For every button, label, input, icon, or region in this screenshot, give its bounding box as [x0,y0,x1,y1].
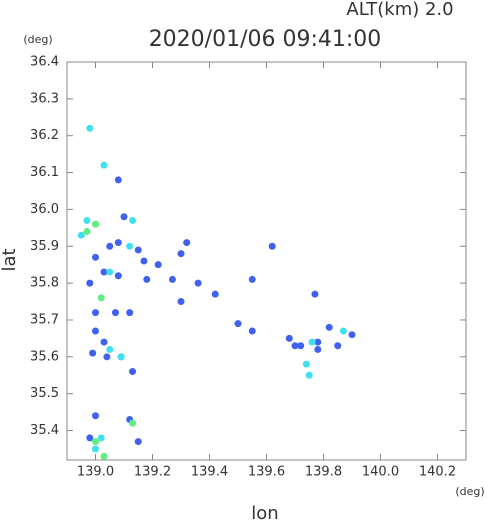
echo-point [334,342,342,350]
x-axis-label: lon [251,503,278,521]
echo-point [86,434,94,442]
y-tick-label: 36.1 [30,165,59,180]
echo-point [92,309,99,317]
echo-point [100,452,108,460]
echo-point [302,360,310,368]
y-tick-label: 36.4 [30,55,59,70]
echo-point [114,239,122,247]
echo-point [314,338,322,346]
x-tick-label: 139.0 [77,465,114,480]
y-tick-label: 35.5 [30,386,59,401]
echo-point [183,239,191,247]
echo-point [92,220,99,228]
echo-point [129,368,137,376]
echo-point [348,331,356,339]
plot-frame [66,61,467,461]
echo-point [285,334,293,342]
echo-point [248,275,256,283]
echo-point [111,309,119,317]
echo-point [100,338,108,346]
echo-point [140,257,148,265]
echo-point [86,124,94,132]
x-unit: (deg) [455,485,484,498]
echo-point [194,279,202,287]
echo-point [77,231,85,239]
y-unit: (deg) [23,33,52,46]
y-axis-label: lat [0,248,20,271]
echo-point [177,250,185,258]
echo-point [305,371,313,379]
echo-point [143,275,151,283]
echo-point [114,272,122,280]
echo-point [177,298,185,306]
echo-point [92,445,99,453]
subtitle: ALT(km) 2.0 [346,0,453,20]
x-tick-label: 139.2 [134,465,171,480]
echo-point [129,419,137,427]
echo-point [134,438,142,446]
y-tick-label: 36.0 [30,202,59,217]
echo-point [92,253,99,261]
echo-point [97,294,105,302]
echo-point [117,353,125,361]
y-tick-label: 36.3 [30,91,59,106]
echo-point [154,261,162,269]
echo-point [92,327,99,335]
echo-point [106,242,114,250]
x-tick-label: 140.0 [362,465,399,480]
echo-point [129,216,137,224]
echo-point [83,216,91,224]
echo-point [308,338,316,346]
echo-point [89,349,97,357]
echo-point [100,268,108,276]
y-tick-label: 35.7 [30,312,59,327]
echo-point [92,438,99,446]
y-tick-label: 35.6 [30,349,59,364]
echo-point [134,246,142,254]
echo-point [106,268,114,276]
echo-point [234,320,242,328]
x-tick-label: 140.2 [419,465,456,480]
echo-point [168,275,176,283]
x-tick-label: 139.4 [191,465,228,480]
echo-point [97,434,105,442]
echo-point [126,242,134,250]
echo-point [83,228,91,236]
x-tick-label: 139.8 [305,465,342,480]
echo-point [103,353,111,361]
echo-point [100,161,108,169]
y-tick-label: 35.4 [30,423,59,438]
echo-point [211,290,219,298]
echo-point [114,176,122,184]
echo-point [120,213,128,221]
y-tick-label: 36.2 [30,128,59,143]
echo-point [126,309,134,317]
echo-point [86,279,94,287]
y-tick-label: 35.8 [30,276,59,291]
echo-point [92,412,99,420]
echo-point [106,345,114,353]
echo-point [339,327,347,335]
echo-point [311,290,319,298]
echo-point [248,327,256,335]
y-tick-label: 35.9 [30,239,59,254]
echo-point [325,323,333,331]
echo-point [291,342,299,350]
echo-point [297,342,305,350]
echo-point [268,242,276,250]
x-tick-label: 139.6 [248,465,285,480]
chart-title: 2020/01/06 09:41:00 [149,27,382,52]
echo-point [314,345,322,353]
